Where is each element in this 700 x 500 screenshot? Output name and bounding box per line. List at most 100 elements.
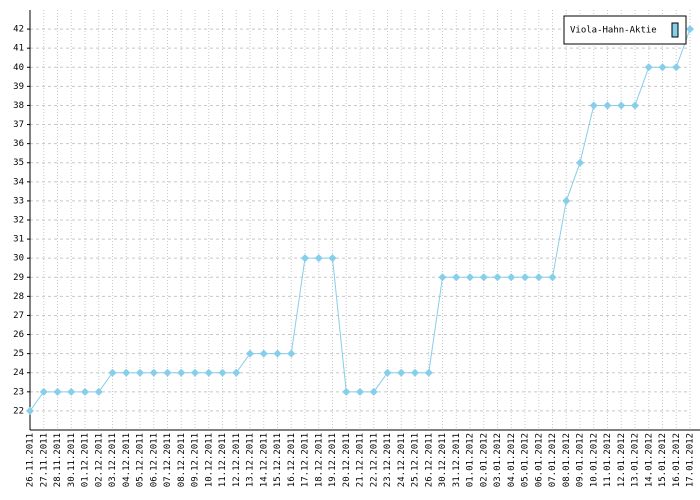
data-point xyxy=(314,254,323,263)
data-point xyxy=(438,273,447,282)
data-point xyxy=(369,387,378,396)
x-tick-label: 14.01.2012 xyxy=(644,433,654,487)
x-tick-label: 18.12.2011 xyxy=(314,433,324,487)
data-point xyxy=(39,387,48,396)
data-point xyxy=(26,406,34,415)
x-tick-label: 26.11.2011 xyxy=(26,433,36,487)
data-point xyxy=(342,387,351,396)
data-point xyxy=(163,368,172,377)
y-tick-label: 27 xyxy=(13,311,24,321)
y-tick-label: 35 xyxy=(13,158,24,168)
x-tick-label: 04.01.2012 xyxy=(507,433,517,487)
data-point xyxy=(108,368,117,377)
x-tick-label: 31.12.2011 xyxy=(452,433,462,487)
y-tick-label: 34 xyxy=(13,177,24,187)
x-tick-label: 16.01.2012 xyxy=(672,433,682,487)
x-tick-label: 12.12.2011 xyxy=(232,433,242,487)
data-point xyxy=(686,25,694,34)
y-tick-label: 25 xyxy=(13,349,24,359)
data-point xyxy=(452,273,461,282)
y-tick-label: 23 xyxy=(13,387,24,397)
data-point xyxy=(246,349,254,358)
x-tick-label: 07.01.2012 xyxy=(548,433,558,487)
x-tick-label: 10.12.2011 xyxy=(204,433,214,487)
x-tick-label: 13.01.2012 xyxy=(631,433,641,487)
x-tick-label: 02.12.2011 xyxy=(94,433,104,487)
y-tick-label: 33 xyxy=(13,196,24,206)
y-tick-label: 28 xyxy=(13,292,24,302)
x-tick-label: 12.01.2012 xyxy=(617,433,627,487)
x-tick-label: 08.12.2011 xyxy=(177,433,187,487)
data-point xyxy=(259,349,268,358)
data-point xyxy=(521,273,529,282)
data-point xyxy=(149,368,158,377)
x-tick-label: 25.12.2011 xyxy=(411,433,421,487)
data-point xyxy=(411,368,419,377)
data-point xyxy=(644,63,653,72)
y-tick-label: 29 xyxy=(13,273,24,283)
legend-label: Viola-Hahn-Aktie xyxy=(570,26,657,36)
data-point xyxy=(466,273,474,282)
x-tick-label: 21.12.2011 xyxy=(356,433,366,487)
data-point xyxy=(493,273,502,282)
y-tick-label: 24 xyxy=(13,368,24,378)
data-point xyxy=(81,387,89,396)
data-point xyxy=(356,387,364,396)
data-point xyxy=(232,368,241,377)
data-point xyxy=(534,273,543,282)
x-tick-label: 11.12.2011 xyxy=(218,433,228,487)
x-tick-label: 14.12.2011 xyxy=(259,433,269,487)
data-point xyxy=(383,368,392,377)
data-point xyxy=(589,101,598,110)
x-tick-label: 15.12.2011 xyxy=(273,433,283,487)
x-tick-label: 30.12.2011 xyxy=(438,433,448,487)
y-tick-label: 22 xyxy=(13,406,24,416)
x-tick-label: 26.12.2011 xyxy=(424,433,434,487)
data-point xyxy=(287,349,296,358)
x-tick-label: 20.12.2011 xyxy=(342,433,352,487)
x-tick-label: 07.12.2011 xyxy=(163,433,173,487)
data-point xyxy=(603,101,612,110)
data-point xyxy=(53,387,62,396)
x-tick-label: 05.12.2011 xyxy=(136,433,146,487)
y-tick-label: 30 xyxy=(13,254,24,264)
data-point xyxy=(507,273,516,282)
data-point xyxy=(631,101,639,110)
x-tick-label: 28.11.2011 xyxy=(53,433,63,487)
x-tick-label: 06.12.2011 xyxy=(149,433,159,487)
x-tick-label: 09.12.2011 xyxy=(191,433,201,487)
data-point xyxy=(576,158,584,167)
x-tick-label: 24.12.2011 xyxy=(397,433,407,487)
x-tick-label: 10.01.2012 xyxy=(589,433,599,487)
legend-box xyxy=(563,15,687,45)
x-tick-label: 11.01.2012 xyxy=(603,433,613,487)
legend: Viola-Hahn-Aktie xyxy=(563,15,687,45)
data-point xyxy=(328,254,337,263)
x-tick-label: 30.11.2011 xyxy=(67,433,77,487)
data-point xyxy=(94,387,103,396)
x-tick-label: 19.12.2011 xyxy=(328,433,338,487)
x-tick-label: 06.01.2012 xyxy=(534,433,544,487)
x-tick-label: 01.01.2012 xyxy=(466,433,476,487)
data-point xyxy=(301,254,309,263)
x-tick-label: 09.01.2012 xyxy=(576,433,586,487)
x-tick-label: 15.01.2012 xyxy=(658,433,668,487)
data-point xyxy=(204,368,213,377)
data-point xyxy=(548,273,557,282)
data-point xyxy=(273,349,282,358)
y-tick-label: 38 xyxy=(13,101,24,111)
legend-swatch xyxy=(671,22,679,38)
data-point xyxy=(562,196,571,205)
data-point xyxy=(136,368,144,377)
y-tick-label: 40 xyxy=(13,63,24,73)
x-tick-label: 13.12.2011 xyxy=(246,433,256,487)
y-tick-label: 42 xyxy=(13,25,24,35)
x-tick-label: 17.12.2011 xyxy=(301,433,311,487)
y-tick-label: 37 xyxy=(13,120,24,130)
data-point xyxy=(617,101,626,110)
x-tick-label: 17.01.2012 xyxy=(686,433,696,487)
y-tick-label: 41 xyxy=(13,44,24,54)
data-point xyxy=(177,368,186,377)
data-point xyxy=(479,273,488,282)
x-tick-label: 23.12.2011 xyxy=(383,433,393,487)
